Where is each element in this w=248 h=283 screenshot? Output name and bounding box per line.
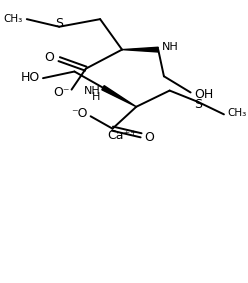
Text: CH₃: CH₃ <box>228 108 247 118</box>
Text: Ca⁺⁺: Ca⁺⁺ <box>107 129 137 142</box>
Text: NH: NH <box>83 85 100 96</box>
Text: O⁻: O⁻ <box>53 86 70 99</box>
Text: OH: OH <box>194 88 214 101</box>
Text: HO: HO <box>21 71 40 84</box>
Text: H: H <box>92 92 100 102</box>
Text: S: S <box>55 17 63 30</box>
Polygon shape <box>102 86 136 107</box>
Text: O: O <box>45 51 54 64</box>
Text: O: O <box>144 131 154 144</box>
Text: NH: NH <box>162 42 179 52</box>
Text: S: S <box>194 98 202 111</box>
Text: CH₃: CH₃ <box>4 14 23 24</box>
Polygon shape <box>122 47 158 52</box>
Text: ⁻O: ⁻O <box>71 107 88 120</box>
